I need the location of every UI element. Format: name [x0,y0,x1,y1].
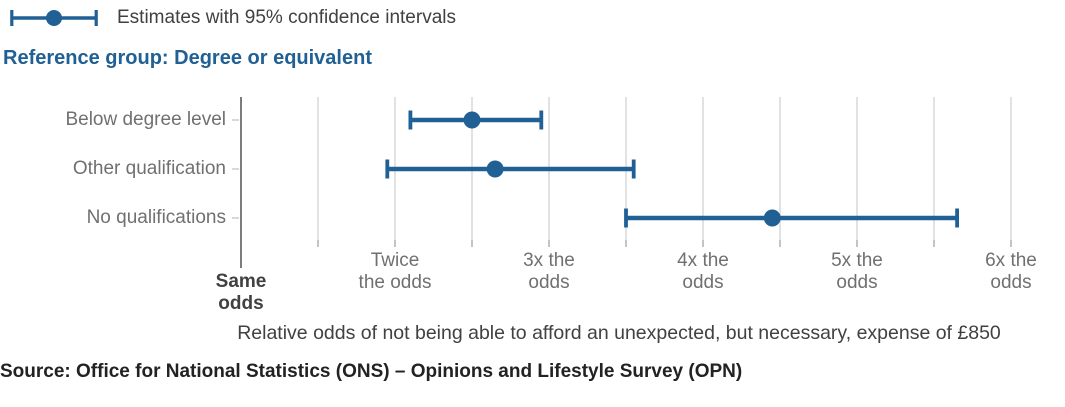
plot-area [232,97,1012,268]
estimate-dot [463,111,481,129]
source-note: Source: Office for National Statistics (… [0,361,743,382]
reference-group-heading: Reference group: Degree or equivalent [3,47,372,69]
x-tick-label: 4x the odds [677,250,729,293]
legend: Estimates with 95% confidence intervals [8,4,456,32]
x-tick-label: 6x the odds [985,250,1037,293]
x-axis-title: Relative odds of not being able to affor… [237,322,1001,344]
x-tick-label: 5x the odds [831,250,883,293]
category-label: Other qualification [72,158,226,179]
legend-label: Estimates with 95% confidence intervals [117,7,456,28]
x-tick-label: Twice the odds [358,250,432,293]
x-tick-label: Same odds [215,271,267,314]
estimate-dot [763,209,781,227]
estimate-dot [486,160,504,178]
category-label: Below degree level [65,109,226,130]
category-label: No qualifications [86,207,226,228]
confidence-interval-marker-icon [10,10,98,26]
x-tick-label: 3x the odds [523,250,575,293]
